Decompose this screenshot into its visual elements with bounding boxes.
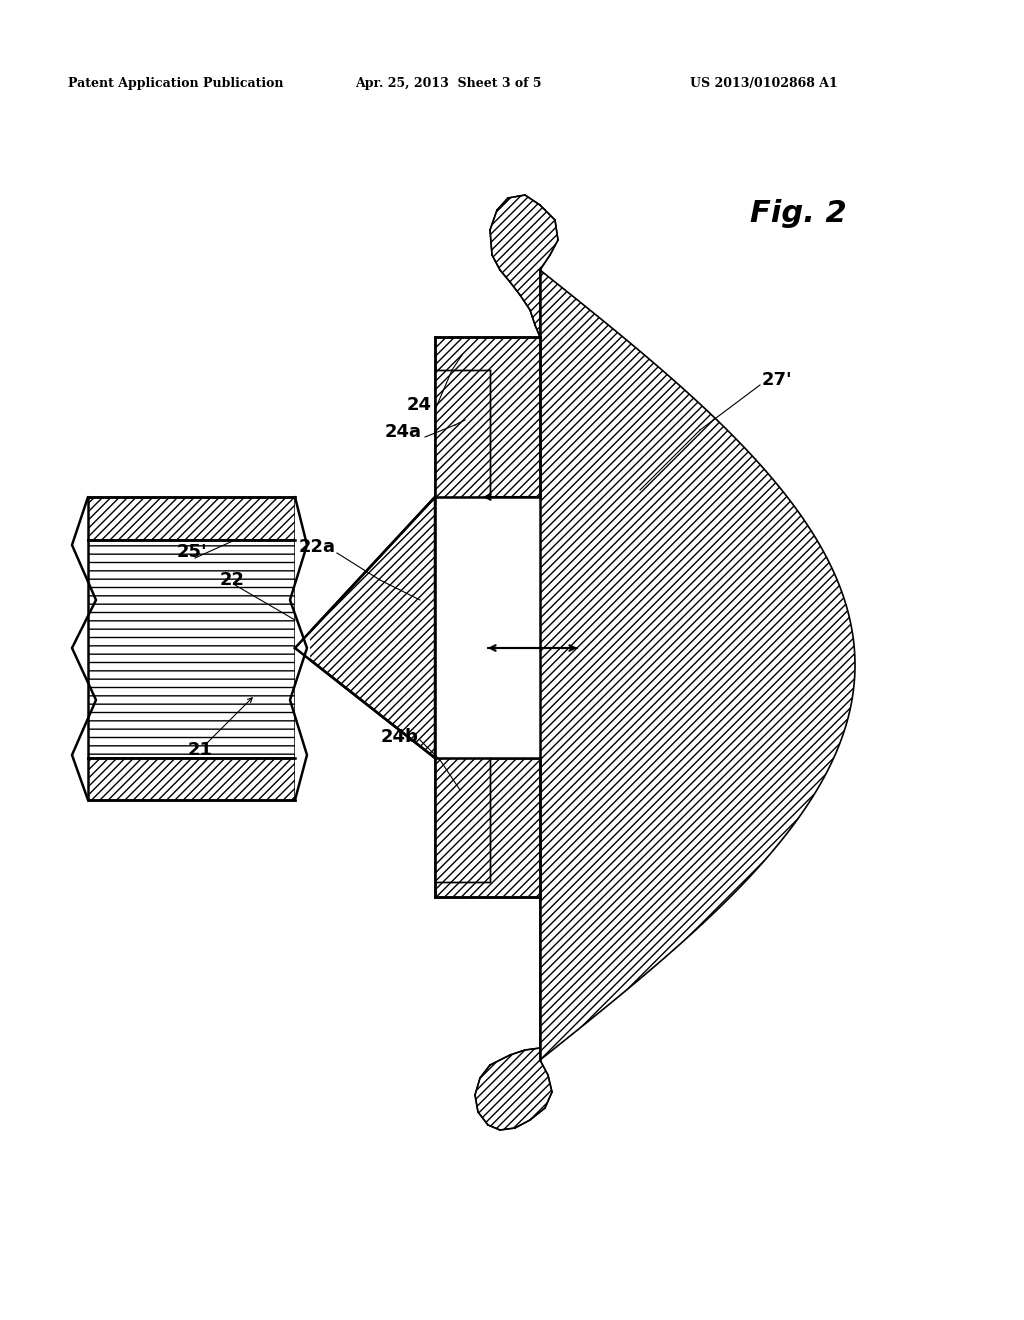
Polygon shape (435, 498, 540, 758)
Polygon shape (88, 540, 295, 758)
Polygon shape (295, 498, 435, 758)
Text: 25': 25' (177, 543, 207, 561)
Polygon shape (540, 271, 855, 1060)
Polygon shape (435, 370, 490, 498)
Text: 27': 27' (762, 371, 793, 389)
Text: 22: 22 (219, 572, 245, 589)
Polygon shape (475, 1048, 552, 1130)
Text: Fig. 2: Fig. 2 (750, 198, 847, 227)
Text: 21: 21 (187, 741, 213, 759)
Polygon shape (88, 758, 295, 800)
Text: 24b: 24b (380, 729, 418, 746)
Polygon shape (435, 337, 540, 498)
Polygon shape (295, 498, 310, 800)
Text: Patent Application Publication: Patent Application Publication (68, 77, 284, 90)
Polygon shape (88, 498, 295, 540)
Text: Apr. 25, 2013  Sheet 3 of 5: Apr. 25, 2013 Sheet 3 of 5 (355, 77, 542, 90)
Polygon shape (490, 195, 558, 337)
Text: 24: 24 (407, 396, 432, 414)
Text: 24a: 24a (385, 422, 422, 441)
Polygon shape (435, 758, 490, 882)
Text: US 2013/0102868 A1: US 2013/0102868 A1 (690, 77, 838, 90)
Polygon shape (435, 758, 540, 898)
Text: 22a: 22a (299, 539, 336, 556)
